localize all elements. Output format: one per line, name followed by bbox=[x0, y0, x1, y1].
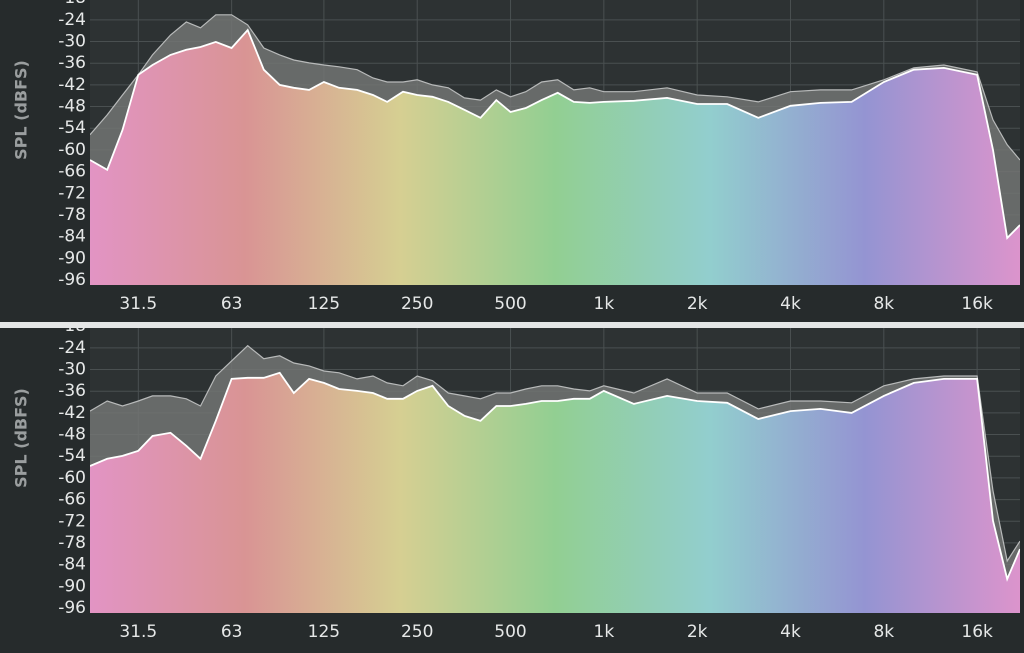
y-tick-label: -60 bbox=[58, 140, 86, 160]
y-tick-label: -96 bbox=[58, 270, 86, 290]
y-tick-label: -84 bbox=[58, 555, 86, 575]
peak-line bbox=[90, 14, 1020, 161]
x-tick-label: 250 bbox=[401, 294, 433, 314]
y-tick-label: -96 bbox=[58, 598, 86, 618]
y-tick-label: -84 bbox=[58, 227, 86, 247]
y-tick-label: -18 bbox=[58, 0, 86, 8]
panel-separator bbox=[0, 322, 1024, 328]
average-area bbox=[90, 372, 1020, 613]
x-tick-label: 31.5 bbox=[119, 294, 157, 314]
y-tick-label: -66 bbox=[58, 490, 86, 510]
y-tick-label: -48 bbox=[58, 97, 86, 117]
x-tick-label: 2k bbox=[687, 622, 708, 642]
x-tick-label: 1k bbox=[594, 294, 615, 314]
x-tick-label: 8k bbox=[873, 622, 894, 642]
x-tick-label: 250 bbox=[401, 622, 433, 642]
y-tick-label: -66 bbox=[58, 162, 86, 182]
plot bbox=[90, 0, 1020, 285]
x-tick-label: 125 bbox=[308, 622, 340, 642]
x-tick-label: 16k bbox=[961, 622, 993, 642]
x-tick-label: 63 bbox=[221, 294, 243, 314]
x-tick-label: 4k bbox=[780, 294, 801, 314]
y-tick-label: -60 bbox=[58, 468, 86, 488]
x-tick-label: 31.5 bbox=[119, 622, 157, 642]
plot bbox=[90, 328, 1020, 613]
y-tick-label: -30 bbox=[58, 32, 86, 52]
y-tick-label: -30 bbox=[58, 360, 86, 380]
x-tick-label: 63 bbox=[221, 622, 243, 642]
x-tick-label: 125 bbox=[308, 294, 340, 314]
y-tick-label: -72 bbox=[58, 183, 86, 203]
y-tick-label: -42 bbox=[58, 75, 86, 95]
y-tick-label: -78 bbox=[58, 533, 86, 553]
x-tick-label: 500 bbox=[494, 622, 526, 642]
x-tick-label: 4k bbox=[780, 622, 801, 642]
y-tick-label: -36 bbox=[58, 381, 86, 401]
y-tick-label: -36 bbox=[58, 53, 86, 73]
average-area bbox=[90, 30, 1020, 285]
y-tick-label: -54 bbox=[58, 446, 86, 466]
y-axis-label: SPL (dBFS) bbox=[12, 60, 31, 160]
y-tick-label: -72 bbox=[58, 511, 86, 531]
y-tick-label: -90 bbox=[58, 248, 86, 268]
peak-line bbox=[90, 344, 1020, 563]
x-tick-label: 1k bbox=[594, 622, 615, 642]
spectrum-chart: -18 -24-30-36-42-48-54-60-66-72-78-84-90-… bbox=[12, 328, 1020, 642]
average-line bbox=[90, 371, 1020, 582]
x-tick-label: 16k bbox=[961, 294, 993, 314]
y-tick-label: -54 bbox=[58, 118, 86, 138]
x-tick-label: 2k bbox=[687, 294, 708, 314]
y-tick-label: -48 bbox=[58, 425, 86, 445]
x-tick-label: 500 bbox=[494, 294, 526, 314]
y-tick-label: -78 bbox=[58, 205, 86, 225]
y-tick-label: -42 bbox=[58, 403, 86, 423]
y-tick-label: -90 bbox=[58, 576, 86, 596]
x-tick-label: 8k bbox=[873, 294, 894, 314]
average-line bbox=[90, 28, 1020, 240]
spectrum-chart: -18 -24-30-36-42-48-54-60-66-72-78-84-90-… bbox=[12, 0, 1020, 314]
y-axis-label: SPL (dBFS) bbox=[12, 388, 31, 488]
y-tick-label: -18 bbox=[58, 328, 86, 336]
y-tick-label: -24 bbox=[58, 10, 86, 30]
y-tick-label: -24 bbox=[58, 338, 86, 358]
